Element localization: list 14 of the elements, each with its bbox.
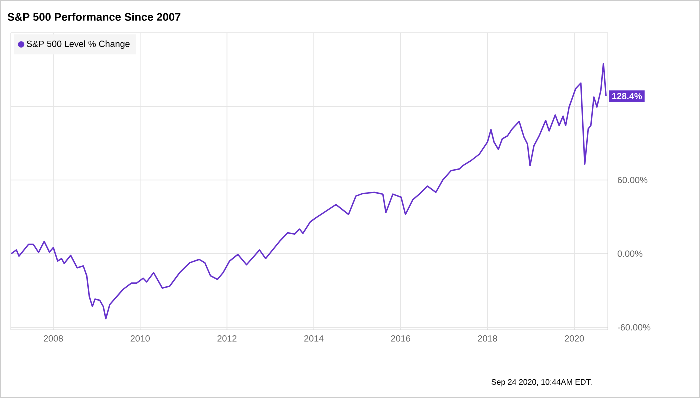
x-tick-label: 2008 xyxy=(44,336,64,342)
x-tick-label: 2010 xyxy=(130,336,150,342)
x-tick-label: 2020 xyxy=(565,336,584,342)
y-tick-label: 60.00% xyxy=(618,177,648,184)
chart-title: S&P 500 Performance Since 2007 xyxy=(8,12,181,22)
x-tick-label: 2012 xyxy=(218,336,237,342)
line-series xyxy=(10,62,607,320)
y-tick-label: 0.00% xyxy=(618,250,643,258)
x-tick-label: 2014 xyxy=(304,336,324,342)
annotation: 128.4% xyxy=(612,93,642,100)
x-tick-label: 2018 xyxy=(478,336,498,342)
x-tick-label: 2016 xyxy=(391,336,410,342)
legend-label: S&P 500 Level % Change xyxy=(26,40,130,50)
y-tick-label: -60.00% xyxy=(618,324,651,331)
